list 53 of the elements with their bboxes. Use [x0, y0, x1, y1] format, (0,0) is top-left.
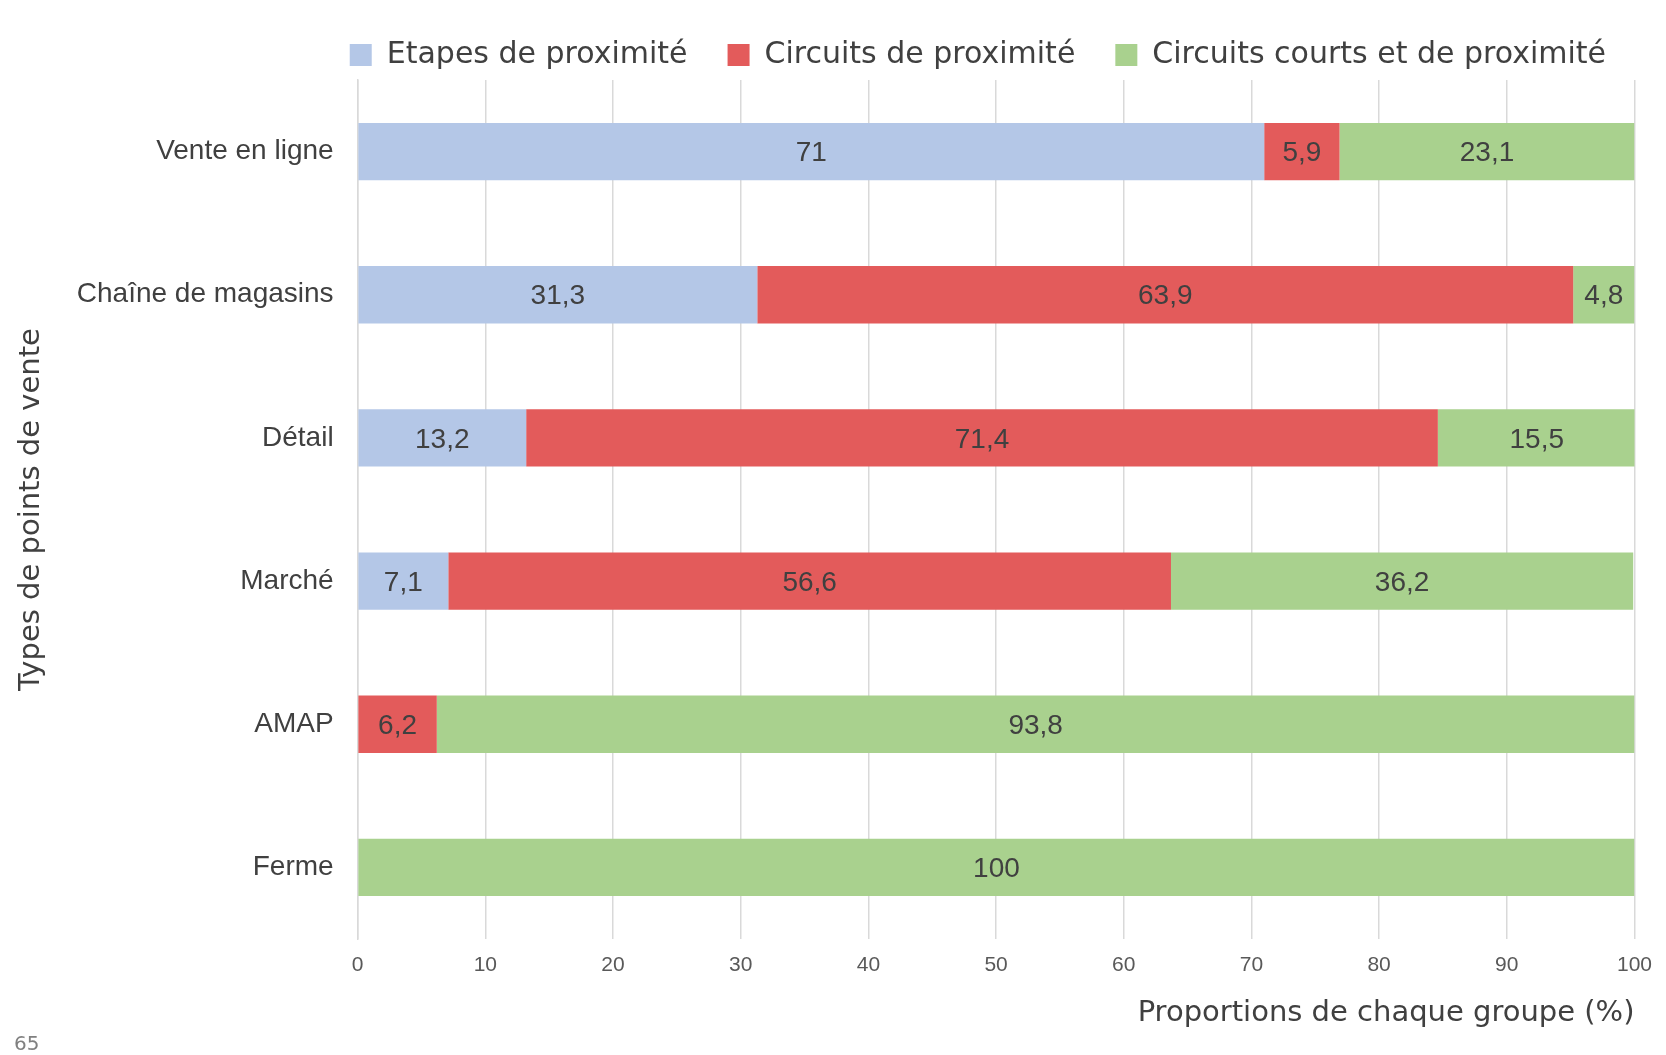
- x-tick-label: 100: [1616, 952, 1652, 976]
- data-label: 6,2: [378, 708, 418, 740]
- bar: [358, 409, 527, 467]
- x-tick-label: 80: [1367, 952, 1391, 976]
- bar: [358, 838, 1635, 897]
- bar: [1437, 409, 1635, 467]
- y-tick-label: Marché: [240, 563, 334, 595]
- data-label: 7,1: [383, 565, 423, 597]
- x-axis-title: Proportions de chaque groupe (%): [1137, 994, 1635, 1029]
- legend-label: Circuits de proximité: [764, 34, 1076, 70]
- x-tick-label: 30: [729, 952, 753, 976]
- data-label: 31,3: [530, 279, 586, 311]
- y-axis-title: Types de points de vente: [11, 328, 46, 692]
- bar: [358, 695, 437, 753]
- text: 65: [14, 1031, 40, 1055]
- bar: [358, 552, 449, 610]
- data-label: 36,2: [1374, 565, 1430, 597]
- x-tick-label: 90: [1495, 952, 1519, 976]
- y-tick-label: Ferme: [252, 850, 334, 882]
- data-label: 71,4: [954, 422, 1010, 454]
- bar: [1264, 122, 1340, 181]
- bar: [448, 552, 1171, 610]
- data-label: 71: [795, 136, 827, 168]
- bar: [358, 266, 758, 324]
- bar: [1170, 552, 1634, 610]
- data-label: 5,9: [1282, 136, 1322, 168]
- data-label: 15,5: [1509, 422, 1565, 454]
- y-tick-label: Vente en ligne: [156, 134, 334, 166]
- data-label: 63,9: [1137, 279, 1193, 311]
- data-label: 56,6: [782, 565, 837, 597]
- y-tick-label: Détail: [262, 420, 334, 452]
- x-tick-label: 20: [601, 952, 625, 976]
- data-label: 93,8: [1008, 708, 1063, 740]
- data-label: 4,8: [1584, 279, 1624, 311]
- legend-label: Etapes de proximité: [386, 34, 688, 70]
- x-tick-label: 0: [351, 952, 364, 976]
- data-label: 13,2: [415, 422, 470, 454]
- x-tick-label: 70: [1239, 952, 1264, 976]
- data-label: 23,1: [1459, 136, 1515, 168]
- x-tick-label: 50: [984, 952, 1008, 976]
- data-label: 100: [973, 852, 1020, 884]
- bar: [1339, 122, 1635, 181]
- bar: [436, 695, 1635, 753]
- bar: [526, 409, 1438, 467]
- y-tick-label: Chaîne de magasins: [76, 277, 334, 309]
- x-tick-label: 40: [856, 952, 881, 976]
- x-tick-label: 10: [473, 952, 497, 976]
- x-tick-label: 60: [1112, 952, 1136, 976]
- bar: [1573, 266, 1635, 324]
- bar: [358, 122, 1265, 181]
- legend-label: Circuits courts et de proximité: [1152, 34, 1607, 70]
- y-tick-label: AMAP: [254, 706, 334, 738]
- bar: [757, 266, 1574, 324]
